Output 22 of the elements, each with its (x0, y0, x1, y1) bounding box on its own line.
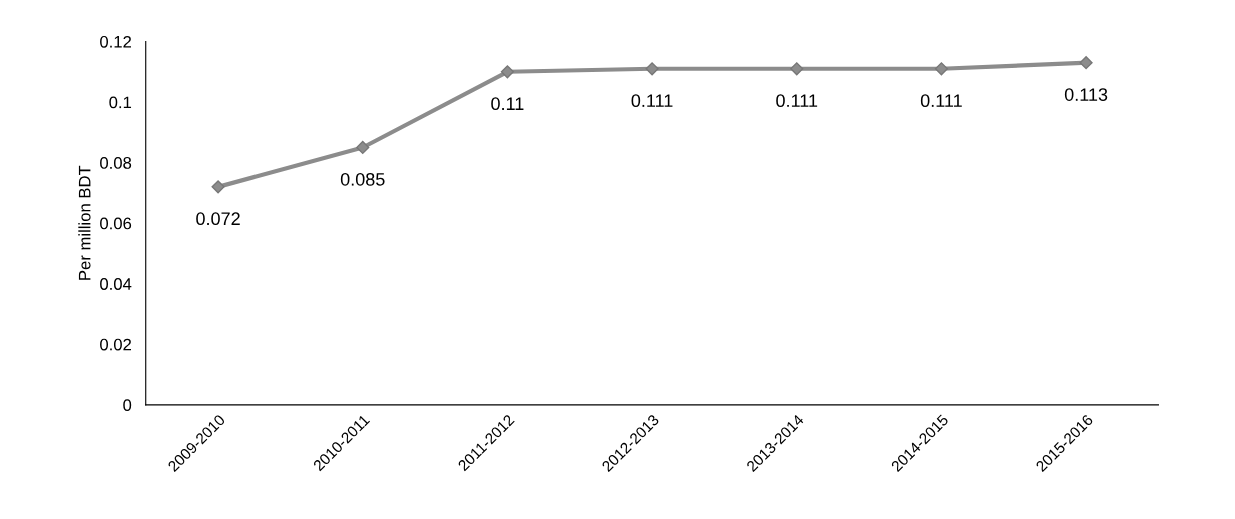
data-label: 0.085 (340, 172, 385, 186)
y-tick-label: 0.1 (109, 96, 132, 109)
y-tick-label: 0.12 (100, 35, 132, 48)
data-label: 0.113 (1064, 88, 1108, 101)
y-axis-title: Per million BDT (78, 165, 91, 280)
y-tick-label: 0.08 (100, 157, 132, 169)
data-label: 0.11 (491, 97, 524, 111)
y-tick-label: 0 (123, 399, 132, 412)
data-label: 0.111 (920, 94, 962, 108)
point (934, 62, 949, 76)
y-tick-label: 0.04 (100, 278, 132, 290)
data-label: 0.111 (631, 94, 673, 108)
data-label: 0.072 (196, 212, 240, 226)
point (645, 62, 659, 76)
point (790, 62, 804, 76)
point (500, 65, 514, 79)
data-label: 0.111 (776, 94, 818, 108)
point (1079, 56, 1093, 70)
point (356, 140, 370, 155)
point (211, 180, 225, 194)
y-tick-label: 0.06 (100, 217, 132, 230)
y-tick-label: 0.02 (100, 338, 132, 351)
